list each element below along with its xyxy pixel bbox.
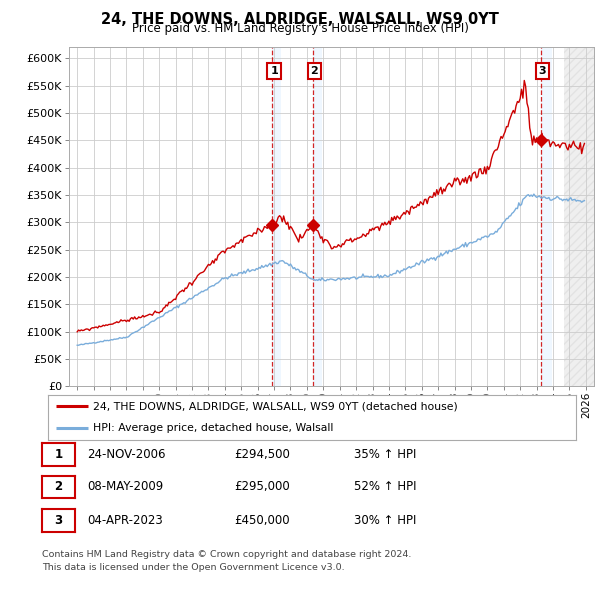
Text: 2: 2 (310, 66, 318, 76)
Text: £450,000: £450,000 (234, 514, 290, 527)
Bar (565, 47, 599, 386)
Text: HPI: Average price, detached house, Walsall: HPI: Average price, detached house, Wals… (93, 424, 333, 434)
Bar (541, 47, 552, 386)
Text: Contains HM Land Registry data © Crown copyright and database right 2024.: Contains HM Land Registry data © Crown c… (42, 550, 412, 559)
Text: 30% ↑ HPI: 30% ↑ HPI (354, 514, 416, 527)
Bar (565, 47, 599, 386)
Bar (272, 47, 281, 386)
Text: 24, THE DOWNS, ALDRIDGE, WALSALL, WS9 0YT: 24, THE DOWNS, ALDRIDGE, WALSALL, WS9 0Y… (101, 12, 499, 27)
Text: 24, THE DOWNS, ALDRIDGE, WALSALL, WS9 0YT (detached house): 24, THE DOWNS, ALDRIDGE, WALSALL, WS9 0Y… (93, 401, 458, 411)
Text: 08-MAY-2009: 08-MAY-2009 (87, 480, 163, 493)
Text: £295,000: £295,000 (234, 480, 290, 493)
Text: £294,500: £294,500 (234, 448, 290, 461)
Text: 24-NOV-2006: 24-NOV-2006 (87, 448, 166, 461)
Text: 3: 3 (539, 66, 546, 76)
Text: 35% ↑ HPI: 35% ↑ HPI (354, 448, 416, 461)
Text: 1: 1 (55, 448, 62, 461)
Text: 52% ↑ HPI: 52% ↑ HPI (354, 480, 416, 493)
Bar (313, 47, 322, 386)
Text: 04-APR-2023: 04-APR-2023 (87, 514, 163, 527)
Text: 1: 1 (270, 66, 278, 76)
Text: 3: 3 (55, 514, 62, 527)
Text: This data is licensed under the Open Government Licence v3.0.: This data is licensed under the Open Gov… (42, 563, 344, 572)
Text: 2: 2 (55, 480, 62, 493)
Text: Price paid vs. HM Land Registry's House Price Index (HPI): Price paid vs. HM Land Registry's House … (131, 22, 469, 35)
